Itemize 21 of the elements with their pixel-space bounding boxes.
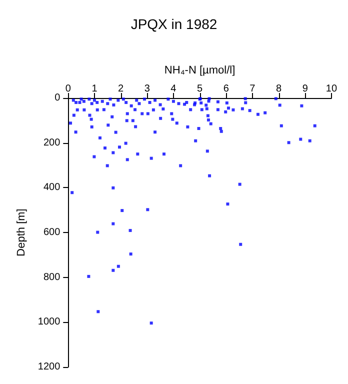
x-tick-label: 1: [92, 84, 98, 94]
y-tick-label: 200: [43, 137, 61, 148]
x-tick-label: 2: [118, 84, 124, 94]
x-tick-label: 7: [250, 84, 256, 94]
x-axis-title: NH₄-N [µmol/l]: [164, 64, 236, 76]
x-tick-label: 3: [144, 84, 150, 94]
y-tick-label: 600: [43, 227, 61, 238]
y-tick-label: 800: [43, 272, 61, 283]
y-tick-label: 0: [54, 92, 61, 104]
x-tick-label: 8: [276, 84, 282, 94]
x-tick-label: 4: [170, 84, 177, 94]
y-tick-label: 1000: [38, 316, 61, 328]
chart-title: JPQX in 1982: [130, 16, 218, 32]
y-tick-label: 400: [43, 182, 61, 194]
y-axis-title: Depth [m]: [16, 208, 28, 256]
x-tick-label: 6: [223, 84, 230, 94]
y-tick-label: 1200: [38, 362, 61, 372]
x-tick-label: 5: [197, 84, 204, 94]
x-tick-label: 9: [302, 84, 308, 94]
x-tick-label: 0: [65, 84, 72, 94]
x-tick-label: 10: [326, 84, 338, 94]
